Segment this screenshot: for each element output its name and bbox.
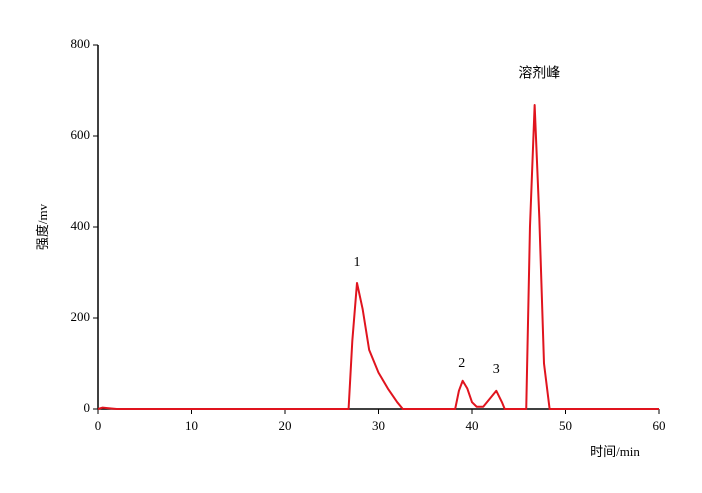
annotation: 溶剂峰 <box>518 65 560 81</box>
annotation: 2 <box>458 356 465 371</box>
x-tick-label: 10 <box>185 418 198 433</box>
annotation: 3 <box>493 362 500 377</box>
annotation: 1 <box>353 255 360 270</box>
x-tick-label: 0 <box>95 418 102 433</box>
y-tick-label: 200 <box>71 309 91 324</box>
x-axis-title: 时间/min <box>590 444 640 459</box>
x-tick-label: 40 <box>466 418 479 433</box>
y-tick-label: 800 <box>71 36 91 51</box>
y-axis-title: 强度/mv <box>35 203 50 250</box>
x-tick-label: 20 <box>279 418 292 433</box>
x-tick-label: 50 <box>559 418 572 433</box>
y-tick-label: 400 <box>71 218 91 233</box>
line <box>97 104 659 410</box>
y-tick-label: 600 <box>71 127 91 142</box>
x-tick-label: 30 <box>372 418 385 433</box>
x-tick-label: 60 <box>653 418 666 433</box>
y-tick-label: 0 <box>84 400 91 415</box>
